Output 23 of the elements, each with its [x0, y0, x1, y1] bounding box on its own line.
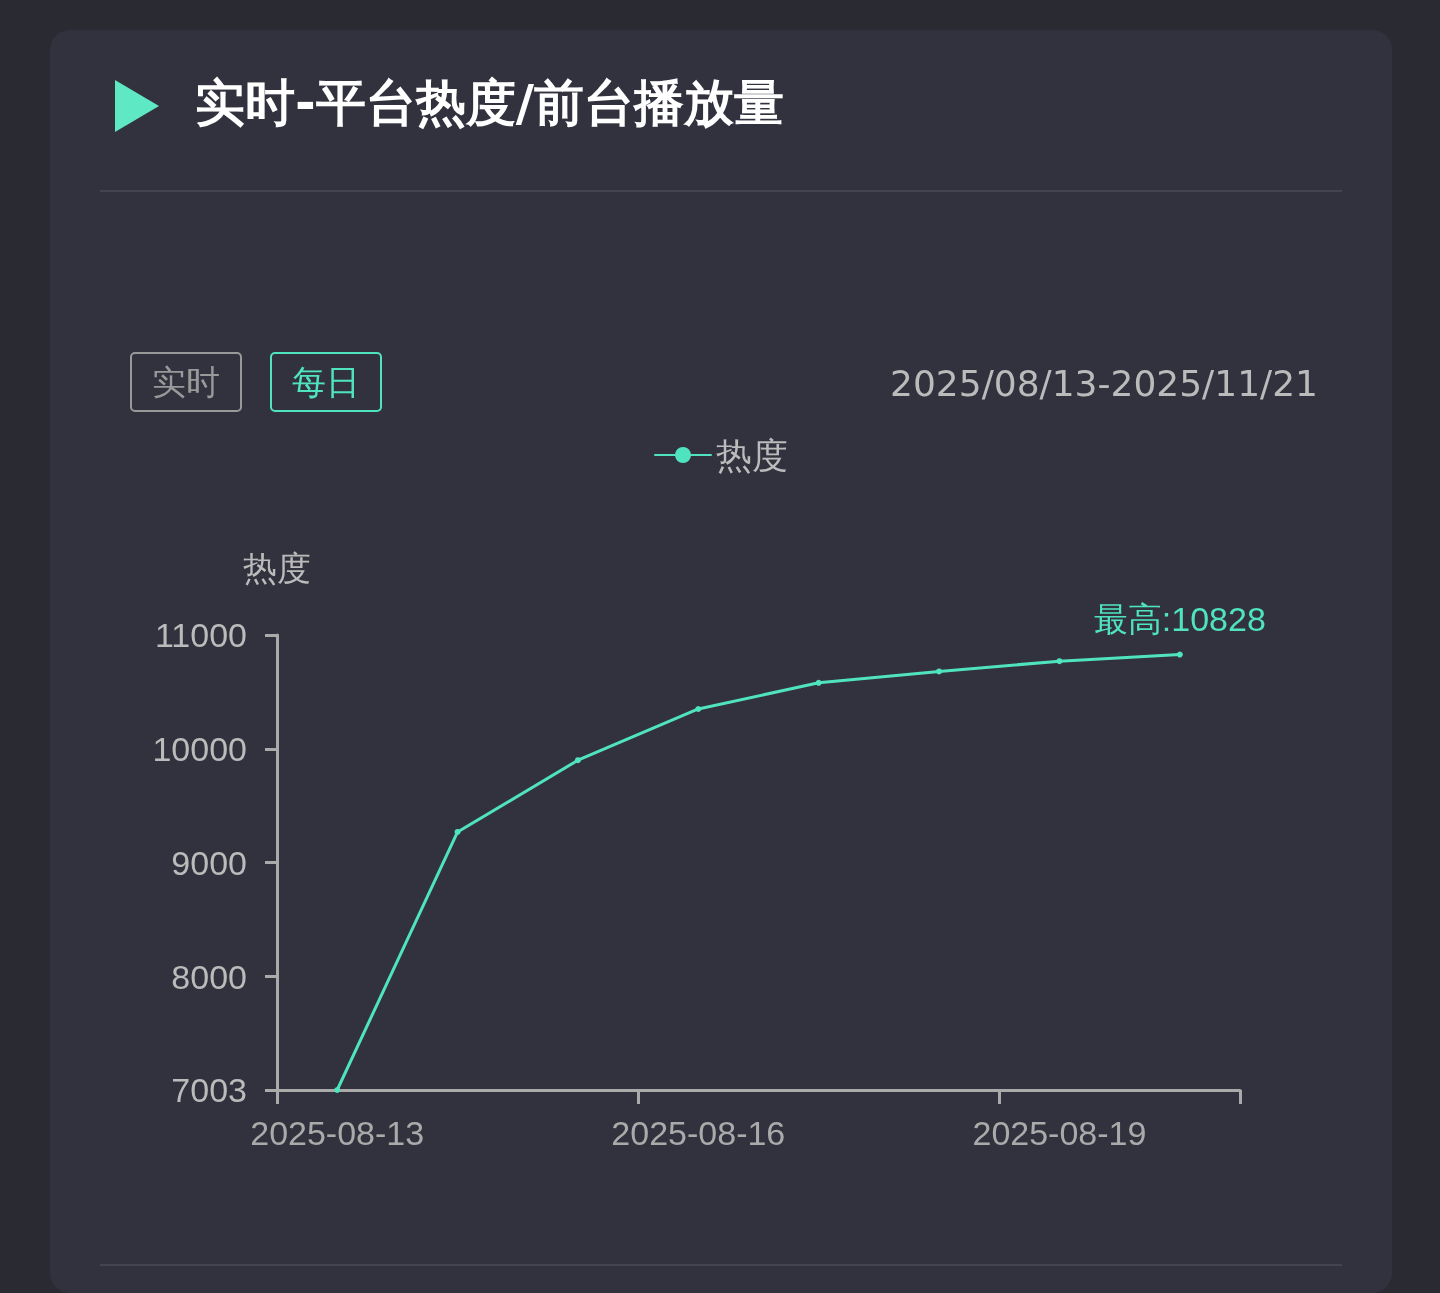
legend-label: 热度 — [716, 434, 788, 476]
point — [334, 1087, 341, 1093]
x-tick-label: 2025-08-16 — [611, 1114, 786, 1152]
point — [695, 705, 702, 712]
y-tick-label: 8000 — [171, 957, 247, 996]
text: 每日 — [270, 352, 382, 412]
point — [936, 668, 943, 675]
point — [454, 828, 461, 835]
chart-subtitle: 2025/08/13-2025/11/21 — [890, 363, 1318, 404]
y-tick-label: 11000 — [154, 616, 247, 654]
annotation: 最高:10828 — [1093, 600, 1266, 639]
x-tick-label: 2025-08-19 — [972, 1114, 1147, 1152]
point — [1176, 651, 1183, 658]
y-axis-title: 热度 — [243, 549, 311, 587]
y-tick-label: 9000 — [171, 843, 247, 882]
text: 实时 — [130, 352, 242, 412]
point — [1056, 658, 1063, 665]
y-tick-label: 10000 — [152, 729, 247, 768]
point — [574, 757, 581, 764]
point — [815, 679, 822, 686]
chart-title: 实时-平台热度/前台播放量 — [195, 73, 785, 134]
y-tick-label: 7003 — [171, 1071, 247, 1109]
x-tick-label: 2025-08-13 — [250, 1114, 425, 1152]
